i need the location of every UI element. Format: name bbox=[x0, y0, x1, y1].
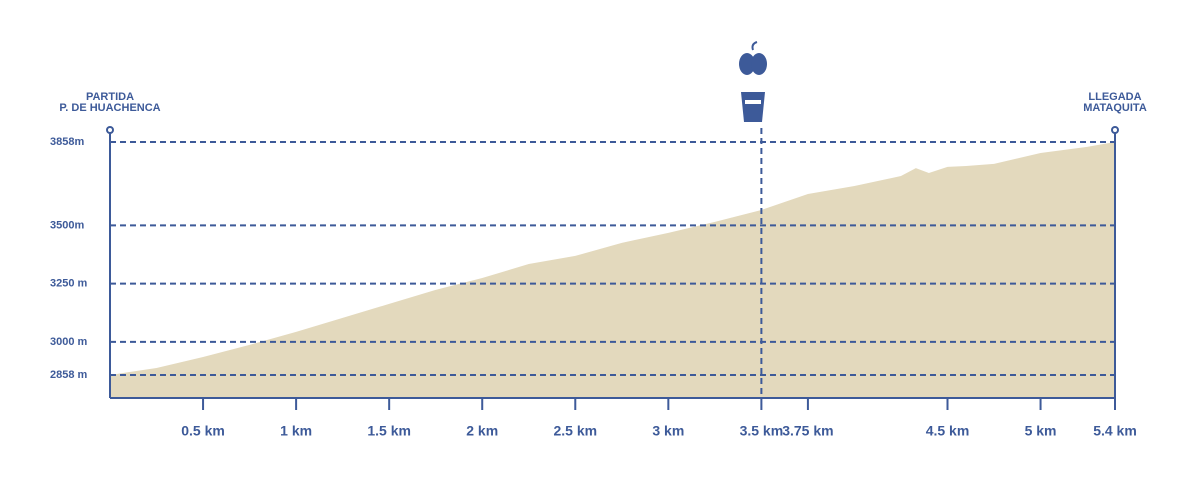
y-tick-label: 3000 m bbox=[50, 336, 88, 348]
x-tick-label: 3.5 km bbox=[740, 423, 784, 439]
x-tick-label: 5 km bbox=[1025, 423, 1057, 439]
x-tick-label: 1.5 km bbox=[367, 423, 411, 439]
start-label: P. DE HUACHENCA bbox=[59, 102, 160, 114]
aid-icons bbox=[739, 41, 767, 122]
x-tick-label: 0.5 km bbox=[181, 423, 225, 439]
x-tick-label: 4.5 km bbox=[926, 423, 970, 439]
y-tick-label: 3500m bbox=[50, 219, 84, 231]
x-tick-label: 3 km bbox=[652, 423, 684, 439]
x-tick-label: 5.4 km bbox=[1093, 423, 1137, 439]
end-label: MATAQUITA bbox=[1083, 102, 1147, 114]
x-tick-label: 3.75 km bbox=[782, 423, 833, 439]
start-marker bbox=[106, 126, 114, 134]
y-tick-label: 2858 m bbox=[50, 369, 88, 381]
x-tick-label: 2.5 km bbox=[553, 423, 597, 439]
end-marker bbox=[1111, 126, 1119, 134]
x-tick-label: 1 km bbox=[280, 423, 312, 439]
elevation-area bbox=[110, 142, 1115, 398]
start-label: PARTIDA bbox=[86, 91, 134, 103]
y-tick-label: 3858m bbox=[50, 136, 84, 148]
y-tick-label: 3250 m bbox=[50, 278, 88, 290]
x-tick-label: 2 km bbox=[466, 423, 498, 439]
end-label: LLEGADA bbox=[1088, 91, 1141, 103]
